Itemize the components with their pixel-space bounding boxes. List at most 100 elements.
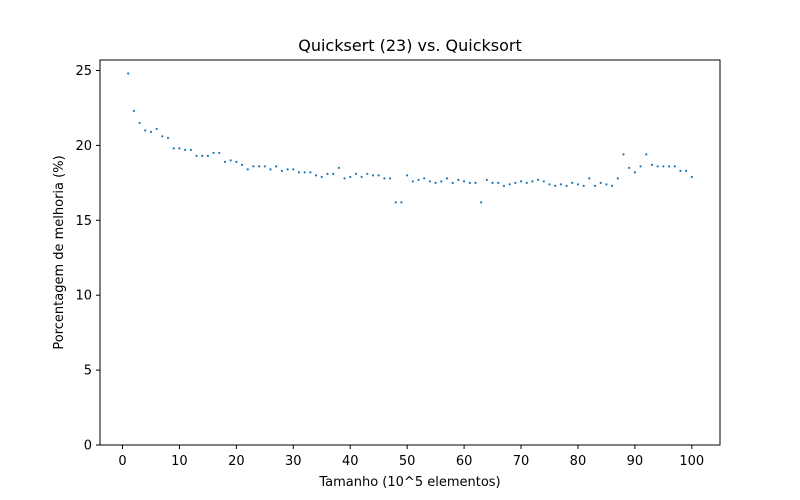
data-point [451, 181, 454, 184]
data-point [377, 174, 380, 177]
y-tick-label: 5 [84, 364, 92, 379]
data-point [235, 160, 238, 163]
data-point [161, 135, 164, 138]
data-point [166, 136, 170, 139]
data-point [531, 180, 534, 183]
data-point [383, 177, 386, 180]
x-tick-label: 30 [285, 454, 302, 469]
y-tick-label: 25 [75, 64, 92, 79]
data-point [468, 181, 471, 184]
x-tick-label: 40 [342, 454, 359, 469]
plot-frame [99, 59, 721, 446]
data-point [280, 169, 283, 172]
data-point [434, 181, 437, 184]
x-tick-label: 50 [399, 454, 416, 469]
data-point [679, 169, 682, 172]
data-point [337, 166, 340, 169]
x-tick-label: 70 [513, 454, 530, 469]
data-point [269, 168, 272, 171]
data-point [292, 168, 295, 171]
data-point [246, 168, 249, 171]
data-point [286, 168, 289, 171]
data-point [343, 177, 346, 180]
data-point [537, 178, 540, 181]
y-axis-ticks: 0 5 10 15 20 25 [75, 64, 100, 454]
chart-title: Quicksert (23) vs. Quicksort [298, 36, 521, 55]
data-point [326, 172, 329, 175]
y-axis-label: Porcentagem de melhoria (%) [52, 155, 67, 349]
data-point [320, 175, 323, 178]
data-point [223, 160, 227, 163]
data-point [371, 174, 375, 177]
data-point [332, 172, 335, 175]
data-point [400, 201, 403, 204]
data-point [485, 178, 488, 181]
data-point [138, 121, 141, 125]
data-point [588, 177, 591, 180]
data-point [622, 153, 625, 156]
data-point [309, 171, 312, 174]
data-point [127, 72, 130, 75]
data-point [155, 127, 158, 131]
data-point [542, 180, 545, 183]
data-point [366, 172, 369, 175]
data-point [423, 177, 426, 180]
data-point [428, 180, 432, 183]
data-point [349, 175, 352, 178]
data-point [297, 171, 301, 174]
data-point [212, 151, 215, 154]
data-point [576, 183, 580, 186]
data-point [240, 163, 244, 166]
data-point [132, 109, 135, 113]
data-points [127, 72, 693, 204]
data-point [605, 183, 608, 186]
data-point [206, 154, 209, 157]
data-point [258, 165, 261, 168]
data-point [502, 184, 506, 187]
data-point [571, 181, 574, 184]
x-tick-label: 80 [570, 454, 587, 469]
data-point [445, 177, 449, 180]
data-point [650, 163, 654, 166]
y-tick-label: 0 [84, 439, 92, 454]
data-point [548, 183, 551, 186]
y-tick-label: 10 [75, 289, 92, 304]
data-point [440, 180, 443, 183]
data-point [172, 147, 175, 150]
x-tick-label: 90 [627, 454, 644, 469]
y-tick-label: 15 [75, 214, 92, 229]
x-axis-ticks: 0 10 20 30 40 50 60 70 80 90 100 [118, 445, 704, 469]
x-tick-label: 100 [679, 454, 704, 469]
data-point [559, 183, 562, 186]
data-point [189, 148, 192, 151]
data-point [388, 177, 392, 180]
data-point [406, 174, 409, 177]
data-point [360, 175, 363, 178]
data-point [554, 184, 557, 187]
data-point [656, 165, 659, 168]
data-point [303, 171, 306, 174]
data-point [639, 165, 642, 168]
data-point [599, 181, 602, 184]
data-point [462, 180, 466, 183]
plot-area [100, 60, 720, 445]
data-point [497, 181, 500, 184]
x-tick-label: 10 [171, 454, 188, 469]
data-point [263, 165, 266, 168]
data-point [201, 154, 204, 157]
x-axis-label: Tamanho (10^5 elementos) [318, 475, 500, 490]
data-point [314, 174, 318, 177]
data-point [195, 154, 198, 157]
data-point [519, 180, 523, 183]
data-point [690, 175, 693, 178]
data-point [667, 165, 671, 168]
data-point [582, 184, 585, 187]
data-point [354, 172, 358, 175]
y-tick-label: 20 [75, 139, 92, 154]
data-point [411, 180, 414, 183]
data-point [673, 165, 676, 168]
data-point [611, 184, 614, 187]
data-point [457, 178, 460, 181]
data-point [417, 178, 420, 181]
